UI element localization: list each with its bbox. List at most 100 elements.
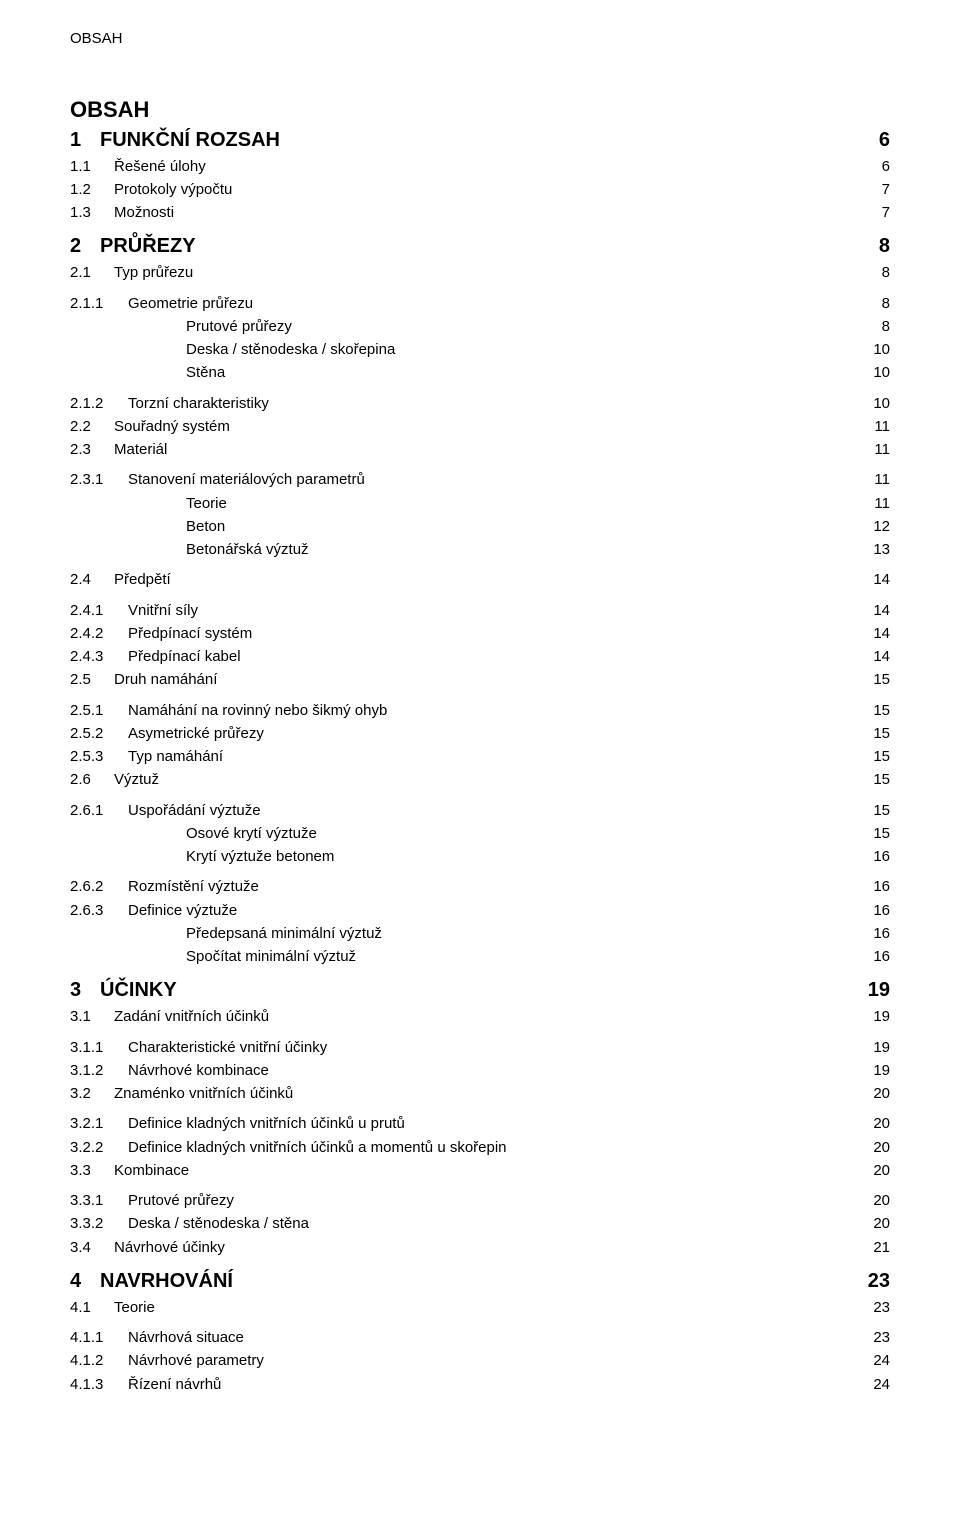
toc-label: Předepsaná minimální výztuž: [70, 924, 853, 944]
toc-title: Deska / stěnodeska / stěna: [128, 1215, 309, 1232]
toc-entry: 2.5.1Namáhání na rovinný nebo šikmý ohyb…: [70, 701, 890, 721]
toc-entry: Betonářská výztuž13: [70, 540, 890, 560]
toc-entry: 2.4Předpětí14: [70, 570, 890, 590]
toc-entry: 2.6.3Definice výztuže16: [70, 901, 890, 921]
toc-label: Prutové průřezy: [70, 317, 862, 337]
toc-label: 2.5.3Typ namáhání: [70, 747, 853, 767]
toc-page: 15: [853, 770, 890, 790]
toc-label: 2PRŮŘEZY: [70, 233, 859, 260]
toc-title: Namáhání na rovinný nebo šikmý ohyb: [128, 702, 387, 719]
toc-entry: Stěna10: [70, 363, 890, 383]
toc-label: 2.4.1Vnitřní síly: [70, 601, 853, 621]
toc-label: 3.1.2Návrhové kombinace: [70, 1061, 853, 1081]
toc-label: 4NAVRHOVÁNÍ: [70, 1268, 848, 1295]
toc-number: 3.2.2: [70, 1138, 128, 1158]
toc-label: Beton: [70, 517, 853, 537]
toc-title: OBSAH: [70, 97, 149, 122]
toc-title: Krytí výztuže betonem: [186, 848, 334, 865]
toc-label: 2.1.2Torzní charakteristiky: [70, 394, 853, 414]
toc-label: 2.6.1Uspořádání výztuže: [70, 801, 853, 821]
toc-label: 2.1Typ průřezu: [70, 263, 862, 283]
toc-entry: 1FUNKČNÍ ROZSAH6: [70, 127, 890, 154]
toc-title: Návrhové kombinace: [128, 1062, 269, 1079]
toc-title: Uspořádání výztuže: [128, 802, 261, 819]
toc-page: 24: [853, 1351, 890, 1371]
toc-number: 1.2: [70, 180, 114, 200]
toc-page: 16: [853, 901, 890, 921]
toc-label: Stěna: [70, 363, 853, 383]
toc-label: OBSAH: [70, 95, 870, 125]
toc-title: Kombinace: [114, 1162, 189, 1179]
toc-number: 2: [70, 233, 100, 260]
toc-entry: 3ÚČINKY19: [70, 977, 890, 1004]
toc-label: 1.2Protokoly výpočtu: [70, 180, 862, 200]
toc-title: Asymetrické průřezy: [128, 725, 264, 742]
toc-page: 8: [862, 317, 890, 337]
toc-title: Předpínací kabel: [128, 648, 241, 665]
toc-label: 1.1Řešené úlohy: [70, 157, 862, 177]
toc-entry: 1.2Protokoly výpočtu7: [70, 180, 890, 200]
toc-page: 11: [854, 494, 890, 514]
toc-label: 4.1.3Řízení návrhů: [70, 1375, 853, 1395]
toc-title: NAVRHOVÁNÍ: [100, 1270, 233, 1292]
toc-title: Znaménko vnitřních účinků: [114, 1085, 293, 1102]
toc-title: Typ průřezu: [114, 264, 193, 281]
toc-page: 23: [853, 1328, 890, 1348]
toc-entry: 3.2.2Definice kladných vnitřních účinků …: [70, 1138, 890, 1158]
toc-page: 8: [859, 233, 890, 260]
toc-page: 14: [853, 570, 890, 590]
toc-entry: 2.5.2Asymetrické průřezy15: [70, 724, 890, 744]
toc-entry: 3.3Kombinace20: [70, 1161, 890, 1181]
toc-entry: OBSAH: [70, 95, 890, 125]
toc-page: 16: [853, 924, 890, 944]
toc-page: 8: [862, 263, 890, 283]
toc-page: 19: [853, 1007, 890, 1027]
toc-number: 1.1: [70, 157, 114, 177]
toc-title: Řešené úlohy: [114, 158, 206, 175]
toc-title: Rozmístění výztuže: [128, 878, 259, 895]
toc-number: 2.4: [70, 570, 114, 590]
toc-label: 2.1.1Geometrie průřezu: [70, 294, 862, 314]
toc-title: Torzní charakteristiky: [128, 395, 269, 412]
toc-page: 21: [853, 1238, 890, 1258]
toc-number: 2.5.3: [70, 747, 128, 767]
toc-number: 4: [70, 1268, 100, 1295]
toc-page: 16: [853, 947, 890, 967]
toc-number: 3.3: [70, 1161, 114, 1181]
toc-label: 3.1Zadání vnitřních účinků: [70, 1007, 853, 1027]
toc-entry: Deska / stěnodeska / skořepina10: [70, 340, 890, 360]
toc-entry: 2.4.3Předpínací kabel14: [70, 647, 890, 667]
toc-label: 3.1.1Charakteristické vnitřní účinky: [70, 1038, 853, 1058]
toc-number: 2.6: [70, 770, 114, 790]
toc-page: 19: [853, 1061, 890, 1081]
toc-entry: 3.1.2Návrhové kombinace19: [70, 1061, 890, 1081]
toc-entry: 3.1Zadání vnitřních účinků19: [70, 1007, 890, 1027]
toc-title: Definice kladných vnitřních účinků u pru…: [128, 1115, 405, 1132]
toc-number: 1: [70, 127, 100, 154]
toc-title: Betonářská výztuž: [186, 541, 309, 558]
toc-page: 23: [848, 1268, 890, 1295]
toc-number: 3.1: [70, 1007, 114, 1027]
toc-label: 2.3Materiál: [70, 440, 854, 460]
toc-title: Spočítat minimální výztuž: [186, 948, 356, 965]
toc-title: Výztuž: [114, 771, 159, 788]
toc-label: Deska / stěnodeska / skořepina: [70, 340, 853, 360]
toc-label: 3.2.2Definice kladných vnitřních účinků …: [70, 1138, 853, 1158]
toc-page: 15: [853, 670, 890, 690]
toc-entry: 2.4.1Vnitřní síly14: [70, 601, 890, 621]
toc-label: 2.4Předpětí: [70, 570, 853, 590]
toc-label: 3.3.1Prutové průřezy: [70, 1191, 853, 1211]
toc-label: 2.6Výztuž: [70, 770, 853, 790]
toc-title: Teorie: [186, 495, 227, 512]
toc-number: 2.6.1: [70, 801, 128, 821]
toc-number: 3.2: [70, 1084, 114, 1104]
toc-title: PRŮŘEZY: [100, 235, 196, 257]
toc-number: 2.1: [70, 263, 114, 283]
toc-label: Krytí výztuže betonem: [70, 847, 853, 867]
toc-entry: 2PRŮŘEZY8: [70, 233, 890, 260]
toc-title: FUNKČNÍ ROZSAH: [100, 129, 280, 151]
toc-title: Zadání vnitřních účinků: [114, 1008, 269, 1025]
toc-entry: 4NAVRHOVÁNÍ23: [70, 1268, 890, 1295]
toc-entry: 4.1.2Návrhové parametry24: [70, 1351, 890, 1371]
toc-title: Charakteristické vnitřní účinky: [128, 1039, 327, 1056]
